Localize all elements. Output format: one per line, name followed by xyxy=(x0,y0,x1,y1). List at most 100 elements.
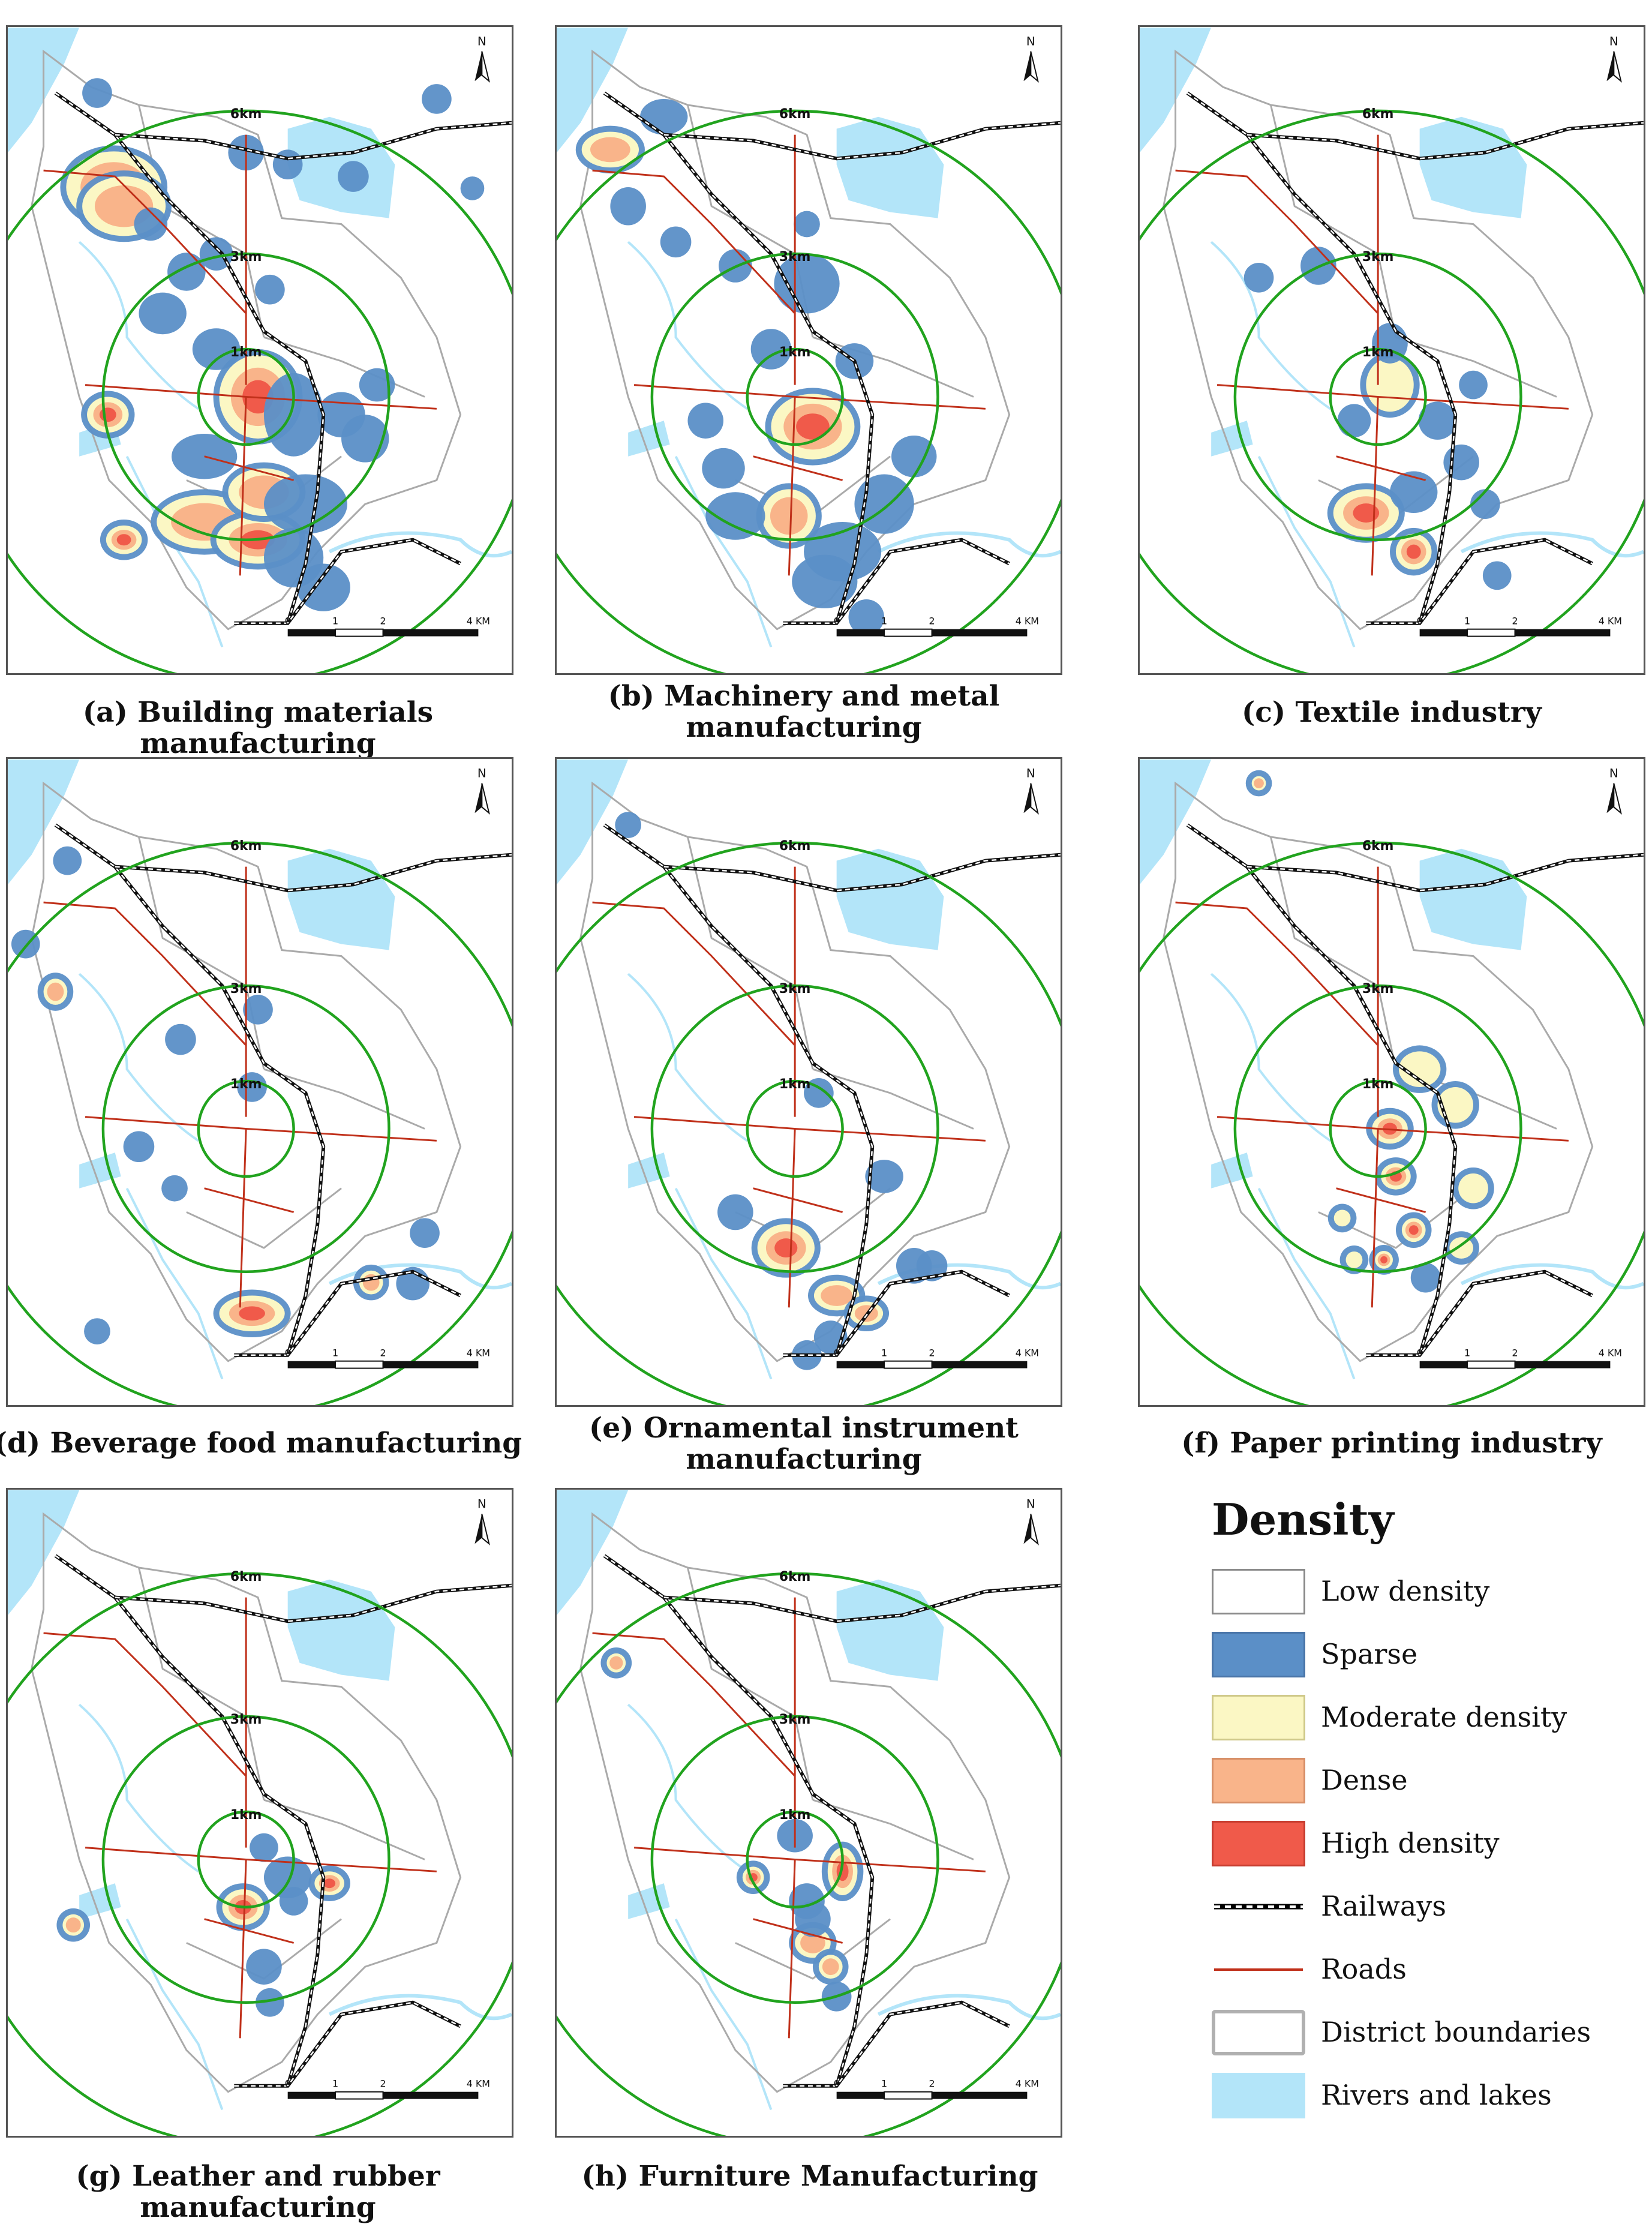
density-sparse xyxy=(1337,404,1371,437)
density-high xyxy=(323,1878,336,1889)
railway-line xyxy=(663,121,1061,161)
density-sparse xyxy=(246,1949,282,1985)
legend-item-low-density: Low density xyxy=(1212,1569,1620,1617)
road xyxy=(204,1187,294,1213)
road xyxy=(239,1859,247,2039)
ring-1km xyxy=(1329,347,1427,446)
railway-dash xyxy=(234,539,461,624)
density-sparse xyxy=(139,292,187,335)
ring-1km xyxy=(746,347,844,446)
scale-seg xyxy=(335,1360,384,1369)
density-sparse xyxy=(848,599,885,635)
north-arrow-icon: N xyxy=(1606,35,1622,83)
density-sparse xyxy=(640,98,688,135)
district-boundary xyxy=(579,1512,1011,2093)
density-moderate xyxy=(1437,1087,1474,1123)
road xyxy=(43,169,247,314)
pond xyxy=(628,1883,670,1919)
district-boundary-inner xyxy=(186,1187,342,1249)
sparse-swatch-icon xyxy=(1212,1632,1305,1677)
road xyxy=(753,455,843,481)
ring-6km-label: 6km xyxy=(779,1569,810,1584)
stream-3 xyxy=(1460,531,1644,558)
density-clusters xyxy=(575,98,937,635)
road xyxy=(204,455,294,481)
scale-label: 0 xyxy=(1417,1347,1423,1359)
north-arrow-right xyxy=(1613,51,1622,83)
map-caption-a: (a) Building materials manufacturing xyxy=(82,696,434,760)
north-arrow-right xyxy=(1030,783,1039,815)
district-boundary-inner xyxy=(812,1799,974,1860)
road xyxy=(239,397,247,576)
density-sparse xyxy=(296,563,350,611)
density-sparse xyxy=(916,1250,948,1281)
density-sparse xyxy=(660,226,692,258)
scale-bar: 0 1 2 4 KM xyxy=(285,2078,490,2100)
density-sparse xyxy=(702,448,745,489)
north-arrow-left xyxy=(474,51,482,82)
railway-dash xyxy=(603,92,873,624)
density-sparse xyxy=(263,1856,312,1898)
scale-seg xyxy=(836,2091,885,2099)
road xyxy=(239,1128,247,1308)
scale-label: 4 KM xyxy=(467,1347,490,1359)
density-clusters xyxy=(60,78,485,611)
road xyxy=(788,397,796,576)
pond xyxy=(1211,1152,1253,1188)
north-label: N xyxy=(1609,767,1618,781)
road xyxy=(753,1918,843,1944)
stream-3 xyxy=(328,1994,512,2021)
scale-label: 0 xyxy=(285,1347,291,1359)
ring-1km-label: 1km xyxy=(230,345,262,360)
legend-item-sparse: Sparse xyxy=(1212,1632,1620,1680)
density-sparse xyxy=(794,211,820,238)
district-boundary xyxy=(31,781,462,1362)
density-dense xyxy=(65,1917,81,1933)
density-sparse xyxy=(123,1131,155,1163)
density-clusters xyxy=(11,846,440,1344)
north-label: N xyxy=(477,767,486,781)
density-moderate xyxy=(1398,1051,1441,1087)
scale-label: 1 xyxy=(1464,616,1470,627)
scale-label: 1 xyxy=(881,616,887,627)
railway-line xyxy=(663,1583,1061,1623)
railway-dash xyxy=(234,2001,461,2087)
dense-swatch-icon xyxy=(1212,1758,1305,1803)
density-dense xyxy=(609,1656,623,1670)
railway-dash xyxy=(1187,824,1456,1356)
density-sparse xyxy=(199,237,233,271)
legend-item-dense: Dense xyxy=(1212,1758,1620,1806)
ring-6km xyxy=(1140,109,1644,673)
scale-seg xyxy=(335,628,384,637)
legend-label: Railways xyxy=(1321,1890,1446,1922)
ring-3km-label: 3km xyxy=(779,250,810,265)
map-svg-b: 1km 3km 6km N 0 1 2 4 KM xyxy=(557,27,1061,673)
density-sparse xyxy=(255,274,285,305)
map-caption-e: (e) Ornamental instrument manufacturing xyxy=(589,1412,1019,1476)
ring-1km-label: 1km xyxy=(1362,345,1393,360)
legend-label: Low density xyxy=(1321,1575,1490,1607)
map-panel-g: 1km 3km 6km N 0 1 2 4 KM xyxy=(6,1488,513,2138)
railway-dash xyxy=(55,92,325,624)
scale-label: 2 xyxy=(380,616,386,627)
scale-seg xyxy=(287,1361,336,1368)
scale-label: 4 KM xyxy=(1016,1347,1039,1359)
density-moderate xyxy=(1449,1237,1474,1259)
density-dense xyxy=(590,137,630,163)
stream-2 xyxy=(1257,1187,1356,1380)
density-sparse xyxy=(750,329,792,370)
density-high xyxy=(1406,544,1421,559)
scale-bar: 0 1 2 4 KM xyxy=(285,1347,490,1369)
ring-6km xyxy=(557,841,1061,1405)
north-arrow-right xyxy=(481,51,490,83)
density-sparse xyxy=(1390,471,1438,514)
scale-seg xyxy=(884,628,933,637)
north-label: N xyxy=(1609,35,1618,49)
pond xyxy=(79,1152,121,1188)
north-label: N xyxy=(477,35,486,49)
lake-area xyxy=(287,1579,395,1681)
density-sparse xyxy=(687,403,724,439)
scale-label: 1 xyxy=(332,2078,338,2090)
map-panel-a: 1km 3km 6km N 0 1 2 4 KM xyxy=(6,25,513,675)
scale-label: 1 xyxy=(881,1347,887,1359)
